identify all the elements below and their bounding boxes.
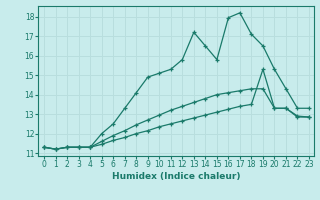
X-axis label: Humidex (Indice chaleur): Humidex (Indice chaleur) xyxy=(112,172,240,181)
